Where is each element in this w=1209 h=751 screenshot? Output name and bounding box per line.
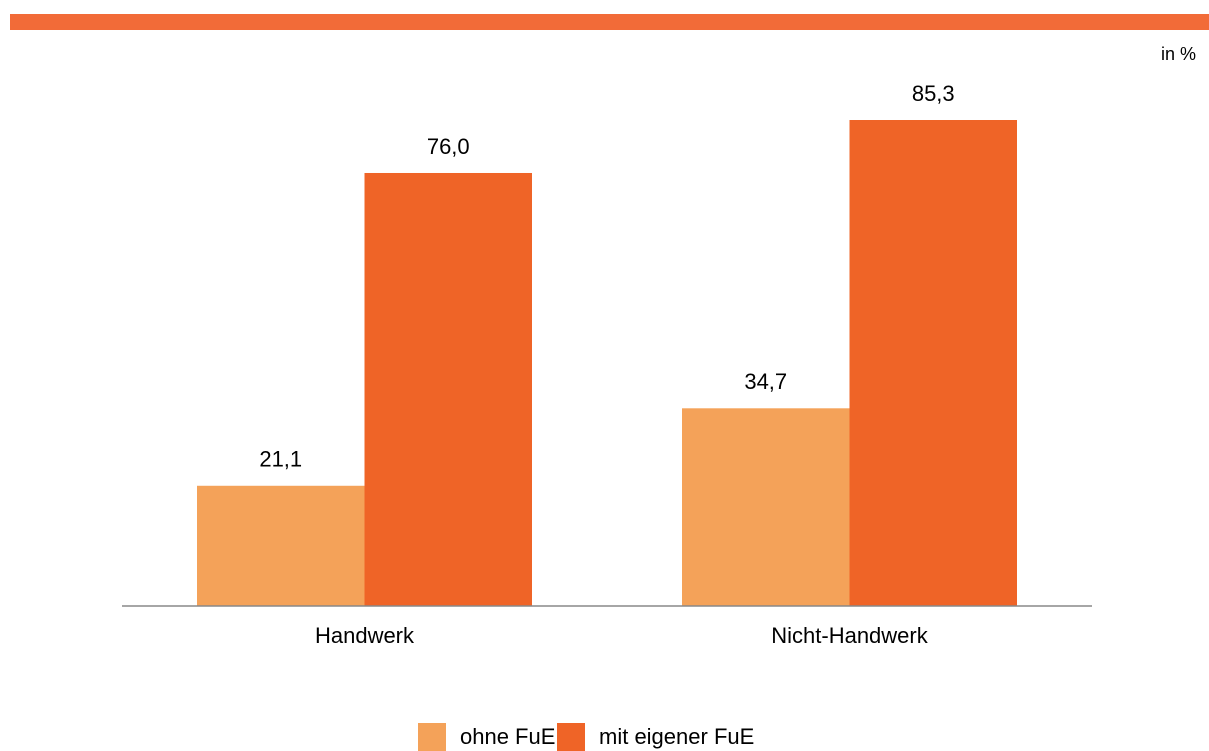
legend-swatch [557,723,585,751]
value-label: 34,7 [744,369,787,394]
legend-swatch [418,723,446,751]
legend-label: mit eigener FuE [599,724,754,749]
bar [682,408,850,606]
header-band [10,14,1209,30]
bar [849,120,1017,606]
legend-label: ohne FuE [460,724,555,749]
bar [197,485,365,606]
x-tick-label: Nicht-Handwerk [771,623,928,648]
unit-label: in % [1161,44,1196,64]
value-label: 21,1 [259,447,302,472]
x-tick-label: Handwerk [315,623,415,648]
value-label: 85,3 [912,81,955,106]
bar [364,172,532,606]
value-label: 76,0 [427,134,470,159]
